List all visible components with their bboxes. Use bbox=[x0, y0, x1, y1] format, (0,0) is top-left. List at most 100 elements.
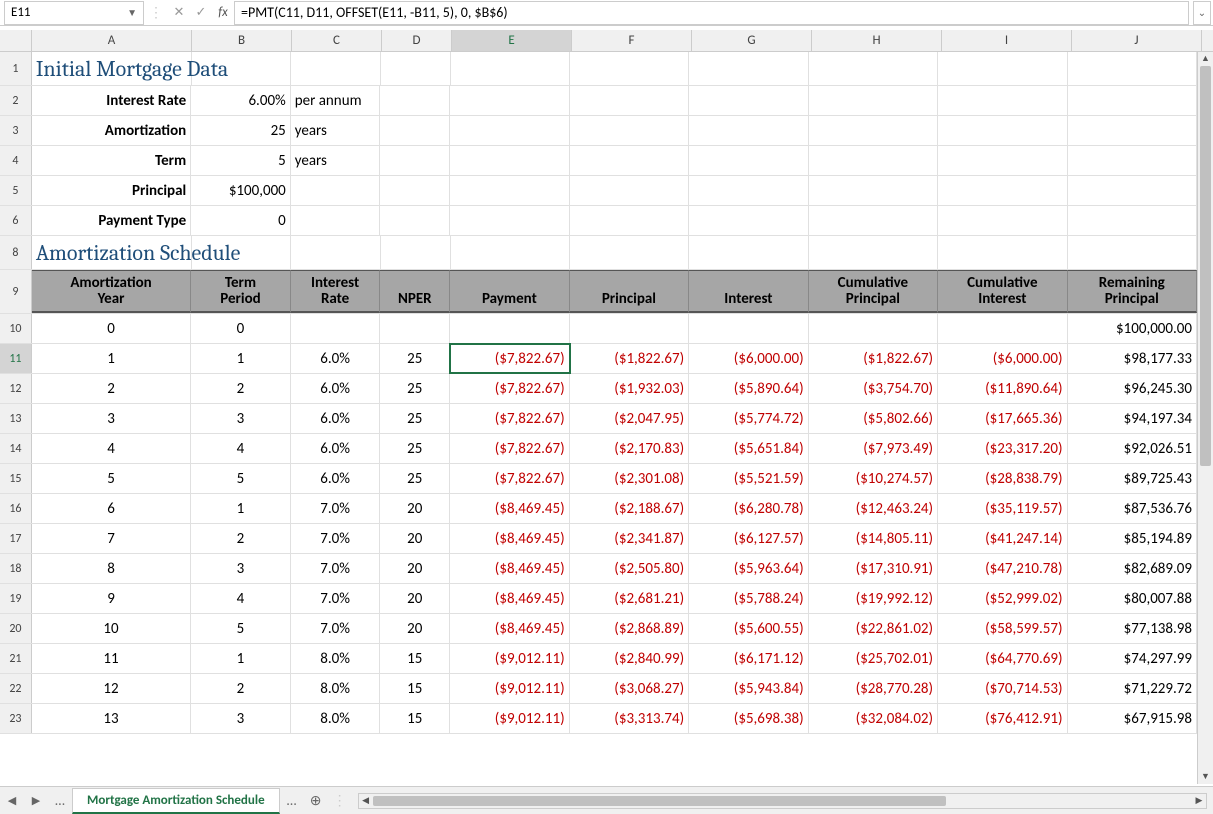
remaining-cell[interactable]: $98,177.33 bbox=[1068, 344, 1197, 373]
period-cell[interactable]: 0 bbox=[191, 314, 291, 343]
column-header[interactable]: I bbox=[942, 30, 1072, 51]
principal-cell[interactable]: ($1,822.67) bbox=[570, 344, 690, 373]
interest-cell[interactable] bbox=[689, 314, 809, 343]
schedule-header[interactable]: Payment bbox=[450, 270, 570, 313]
cell[interactable] bbox=[938, 176, 1067, 205]
payment-cell[interactable]: ($8,469.45) bbox=[450, 524, 570, 553]
year-cell[interactable]: 6 bbox=[32, 494, 191, 523]
payment-cell[interactable]: ($7,822.67) bbox=[450, 404, 570, 433]
scroll-left-icon[interactable]: ◀ bbox=[359, 795, 373, 806]
cell[interactable] bbox=[1068, 52, 1197, 85]
remaining-cell[interactable]: $100,000.00 bbox=[1068, 314, 1197, 343]
principal-cell[interactable]: ($3,068.27) bbox=[570, 674, 690, 703]
payment-cell[interactable]: ($7,822.67) bbox=[450, 434, 570, 463]
cell[interactable] bbox=[450, 146, 570, 175]
select-all-corner[interactable] bbox=[0, 30, 32, 51]
cell[interactable] bbox=[451, 52, 570, 85]
input-value[interactable]: $100,000 bbox=[191, 176, 291, 205]
nper-cell[interactable]: 15 bbox=[380, 644, 450, 673]
cell[interactable] bbox=[380, 206, 450, 235]
year-cell[interactable]: 4 bbox=[32, 434, 191, 463]
input-label[interactable]: Payment Type bbox=[32, 206, 191, 235]
cum-principal-cell[interactable]: ($22,861.02) bbox=[809, 614, 938, 643]
remaining-cell[interactable]: $77,138.98 bbox=[1068, 614, 1197, 643]
input-unit[interactable]: per annum bbox=[291, 86, 381, 115]
payment-cell[interactable]: ($8,469.45) bbox=[450, 614, 570, 643]
cell[interactable] bbox=[689, 116, 809, 145]
cell[interactable] bbox=[938, 146, 1067, 175]
row-header[interactable]: 11 bbox=[0, 344, 32, 373]
scroll-right-icon[interactable]: ▶ bbox=[1192, 795, 1206, 806]
period-cell[interactable]: 5 bbox=[191, 464, 291, 493]
tab-overflow-icon[interactable]: … bbox=[280, 792, 304, 809]
rate-cell[interactable]: 6.0% bbox=[291, 434, 381, 463]
cell[interactable] bbox=[809, 86, 938, 115]
nper-cell[interactable]: 20 bbox=[380, 554, 450, 583]
row-header[interactable]: 18 bbox=[0, 554, 32, 583]
remaining-cell[interactable]: $94,197.34 bbox=[1068, 404, 1197, 433]
cum-interest-cell[interactable]: ($11,890.64) bbox=[938, 374, 1067, 403]
cum-principal-cell[interactable]: ($17,310.91) bbox=[809, 554, 938, 583]
cell[interactable] bbox=[381, 236, 451, 269]
remaining-cell[interactable]: $71,229.72 bbox=[1068, 674, 1197, 703]
interest-cell[interactable]: ($5,698.38) bbox=[689, 704, 809, 733]
rate-cell[interactable]: 7.0% bbox=[291, 584, 381, 613]
cancel-icon[interactable]: ✕ bbox=[168, 5, 190, 20]
year-cell[interactable]: 11 bbox=[32, 644, 191, 673]
cum-interest-cell[interactable]: ($47,210.78) bbox=[938, 554, 1067, 583]
horizontal-scrollbar[interactable]: ◀ ▶ bbox=[358, 793, 1207, 809]
input-value[interactable]: 0 bbox=[191, 206, 291, 235]
principal-cell[interactable]: ($2,868.89) bbox=[570, 614, 690, 643]
interest-cell[interactable]: ($5,600.55) bbox=[689, 614, 809, 643]
row-header[interactable]: 13 bbox=[0, 404, 32, 433]
principal-cell[interactable]: ($2,047.95) bbox=[570, 404, 690, 433]
interest-cell[interactable]: ($5,651.84) bbox=[689, 434, 809, 463]
row-header[interactable]: 16 bbox=[0, 494, 32, 523]
row-header[interactable]: 9 bbox=[0, 270, 32, 313]
interest-cell[interactable]: ($5,890.64) bbox=[689, 374, 809, 403]
vertical-scrollbar[interactable]: ▲ ▼ bbox=[1197, 52, 1213, 784]
cell[interactable] bbox=[570, 116, 690, 145]
row-header[interactable]: 19 bbox=[0, 584, 32, 613]
remaining-cell[interactable]: $96,245.30 bbox=[1068, 374, 1197, 403]
cell[interactable] bbox=[1068, 146, 1197, 175]
remaining-cell[interactable]: $92,026.51 bbox=[1068, 434, 1197, 463]
rate-cell[interactable]: 7.0% bbox=[291, 614, 381, 643]
rate-cell[interactable]: 6.0% bbox=[291, 374, 381, 403]
nper-cell[interactable]: 25 bbox=[380, 464, 450, 493]
row-header[interactable]: 15 bbox=[0, 464, 32, 493]
cum-principal-cell[interactable]: ($25,702.01) bbox=[809, 644, 938, 673]
cum-interest-cell[interactable]: ($28,838.79) bbox=[938, 464, 1067, 493]
period-cell[interactable]: 2 bbox=[191, 524, 291, 553]
period-cell[interactable]: 3 bbox=[191, 404, 291, 433]
payment-cell[interactable] bbox=[450, 314, 570, 343]
row-header[interactable]: 14 bbox=[0, 434, 32, 463]
nper-cell[interactable]: 20 bbox=[380, 614, 450, 643]
row-header[interactable]: 1 bbox=[0, 52, 32, 85]
column-header[interactable]: C bbox=[292, 30, 382, 51]
remaining-cell[interactable]: $85,194.89 bbox=[1068, 524, 1197, 553]
rate-cell[interactable]: 6.0% bbox=[291, 404, 381, 433]
column-header[interactable]: B bbox=[192, 30, 292, 51]
period-cell[interactable]: 4 bbox=[191, 584, 291, 613]
payment-cell[interactable]: ($7,822.67) bbox=[450, 344, 570, 373]
cell[interactable] bbox=[570, 206, 690, 235]
input-unit[interactable]: years bbox=[291, 116, 381, 145]
payment-cell[interactable]: ($8,469.45) bbox=[450, 494, 570, 523]
row-header[interactable]: 23 bbox=[0, 704, 32, 733]
year-cell[interactable]: 7 bbox=[32, 524, 191, 553]
cell[interactable] bbox=[570, 236, 689, 269]
schedule-header[interactable]: RemainingPrincipal bbox=[1068, 270, 1197, 313]
formula-expand-icon[interactable]: ⌄ bbox=[1193, 1, 1211, 25]
column-header[interactable]: A bbox=[32, 30, 192, 51]
cum-interest-cell[interactable]: ($76,412.91) bbox=[938, 704, 1067, 733]
cell[interactable] bbox=[570, 52, 689, 85]
input-unit[interactable] bbox=[291, 206, 381, 235]
cell[interactable] bbox=[809, 236, 938, 269]
rate-cell[interactable]: 7.0% bbox=[291, 554, 381, 583]
row-header[interactable]: 10 bbox=[0, 314, 32, 343]
horizontal-scroll-thumb[interactable] bbox=[373, 796, 947, 806]
principal-cell[interactable]: ($2,301.08) bbox=[570, 464, 690, 493]
principal-cell[interactable]: ($2,170.83) bbox=[570, 434, 690, 463]
cell[interactable] bbox=[192, 52, 292, 85]
